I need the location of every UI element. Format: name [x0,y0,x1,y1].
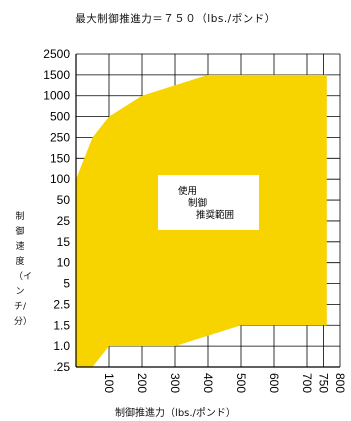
annotation-box [158,175,259,230]
y-tick-label: 100 [50,172,70,186]
y-tick-label: 150 [50,151,70,165]
y-tick-label: 25 [57,214,71,228]
x-tick-label: 300 [168,373,182,393]
x-tick-label: 600 [267,373,281,393]
x-axis-label: 制御推進力（lbs./ポンド） [115,408,236,419]
y-tick-label: 1.0 [53,339,70,353]
y-tick-label: 250 [50,130,70,144]
x-tick-label: 200 [135,373,149,393]
chart-title: 最大制御推進力＝７５０（lbs./ポンド） [75,13,276,25]
y-tick-label: 10 [57,256,71,270]
x-tick-label: 700 [300,373,314,393]
y-tick-label: 1000 [43,89,70,103]
x-tick-label: 800 [333,373,347,393]
annotation-line: 使用 [178,185,197,197]
y-axis-label: 制御速度（インチ/分） [14,212,33,327]
y-tick-label: 1.5 [53,318,70,332]
x-tick-label: 750 [317,373,331,393]
x-tick-label: 100 [102,373,116,393]
y-tick-label: 1500 [43,68,70,82]
annotation-line: 推奨範囲 [196,209,234,221]
y-tick-label: 2.5 [53,297,70,311]
x-tick-label: 400 [201,373,215,393]
y-tick-label: 50 [57,193,71,207]
y-tick-label: 500 [50,110,70,124]
x-tick-label: 500 [234,373,248,393]
annotation-line: 制御 [188,197,207,209]
y-tick-label: .25 [53,360,70,374]
y-tick-label: 2500 [43,47,70,61]
y-tick-label: 5 [63,277,70,291]
y-tick-label: 15 [57,235,71,249]
